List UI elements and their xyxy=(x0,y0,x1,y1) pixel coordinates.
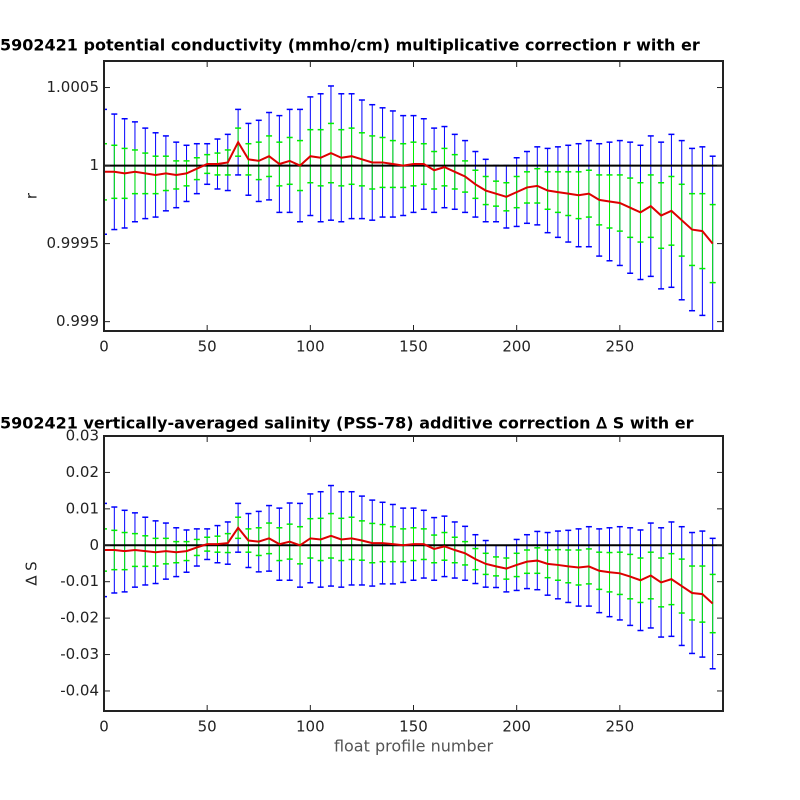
y-axis-label: ∆ S xyxy=(23,561,41,586)
correction-line xyxy=(104,526,714,605)
x-tick-label: 100 xyxy=(296,338,325,356)
x-tick-label: 100 xyxy=(296,718,325,736)
y-tick-label: -0.03 xyxy=(60,645,99,663)
x-tick-label: 150 xyxy=(399,338,428,356)
y-tick-label: 0.03 xyxy=(66,427,99,445)
x-tick-label: 0 xyxy=(99,338,109,356)
y-tick-label: -0.02 xyxy=(60,609,99,627)
y-tick-label: 0 xyxy=(89,536,99,554)
x-axis-label: float profile number xyxy=(334,737,494,756)
correction-line xyxy=(104,140,714,245)
y-tick-label: 1.0005 xyxy=(47,78,100,96)
y-tick-label: 0.01 xyxy=(66,499,99,517)
y-tick-label: -0.01 xyxy=(60,572,99,590)
x-tick-label: 0 xyxy=(99,718,109,736)
chart-title: 5902421 vertically-averaged salinity (PS… xyxy=(0,414,694,433)
x-tick-label: 50 xyxy=(198,338,217,356)
plot-area xyxy=(104,484,723,670)
x-tick-label: 50 xyxy=(198,718,217,736)
x-tick-label: 200 xyxy=(502,338,531,356)
y-tick-label: -0.04 xyxy=(60,681,99,699)
x-tick-label: 150 xyxy=(399,718,428,736)
y-tick-label: 0.9995 xyxy=(47,234,100,252)
y-tick-label: 1 xyxy=(89,156,99,174)
x-tick-label: 200 xyxy=(502,718,531,736)
plot-area xyxy=(104,85,723,331)
y-tick-label: 0.999 xyxy=(56,312,99,330)
y-tick-label: 0.02 xyxy=(66,463,99,481)
y-axis-label: r xyxy=(23,192,41,199)
x-tick-label: 250 xyxy=(606,718,635,736)
x-tick-label: 250 xyxy=(606,338,635,356)
chart-title: 5902421 potential conductivity (mmho/cm)… xyxy=(0,36,700,55)
